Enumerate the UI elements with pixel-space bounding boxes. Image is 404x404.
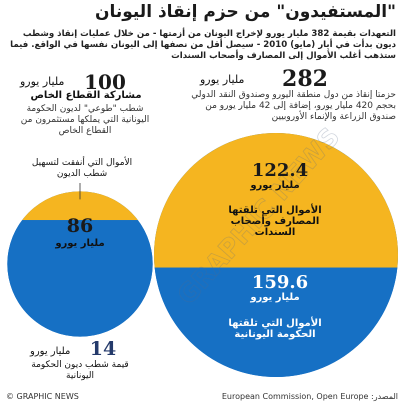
right-total-unit: مليار يورو — [200, 73, 245, 86]
right-top-unit: مليار يورو — [250, 180, 300, 191]
right-total-value: 282 — [282, 66, 328, 92]
footer-credit: © GRAPHIC NEWS — [6, 392, 79, 401]
footer-source: المصدر: European Commission, Open Europe — [221, 392, 398, 401]
page-title: "المستفيدون" من حزم إنقاذ اليونان — [94, 2, 396, 22]
left-spent-segment — [22, 191, 138, 221]
left-circle-unit: مليار يورو — [55, 238, 105, 249]
right-bottom-description: الأموال التي تلقتها الحكومة اليونانية — [228, 318, 322, 340]
left-bottom-value: 14 — [89, 338, 117, 360]
page-subtitle: التعهدات بقيمة 382 مليار يورو لإخراج الي… — [10, 29, 396, 61]
left-total-unit: مليار يورو — [20, 75, 65, 88]
left-writeoff-segment — [7, 220, 153, 337]
left-bottom-description: قيمة شطب ديون الحكومة اليونانية — [31, 360, 129, 381]
right-banks-segment — [153, 132, 399, 268]
right-top-description: الأموال التي تلقتها المصارف وأصحاب السند… — [228, 205, 322, 238]
left-heading: مشاركة القطاع الخاص — [30, 90, 142, 101]
right-bottom-value: 159.6 — [251, 272, 309, 293]
right-top-value: 122.4 — [251, 160, 309, 181]
left-bottom-unit: مليار يورو — [30, 346, 71, 357]
left-circle-value: 86 — [66, 215, 94, 237]
left-total-value: 100 — [84, 70, 126, 94]
left-spent-note: الأموال التي أنفقت لتسهيل شطب الديون — [31, 158, 133, 179]
right-bottom-unit: مليار يورو — [250, 292, 300, 303]
right-total-description: حزمتا إنقاذ من دول منطقة اليورو وصندوق ا… — [191, 90, 396, 122]
left-description: شطب "طوعي" لديون الحكومة اليونانية التي … — [20, 104, 150, 136]
right-government-segment — [154, 267, 398, 377]
